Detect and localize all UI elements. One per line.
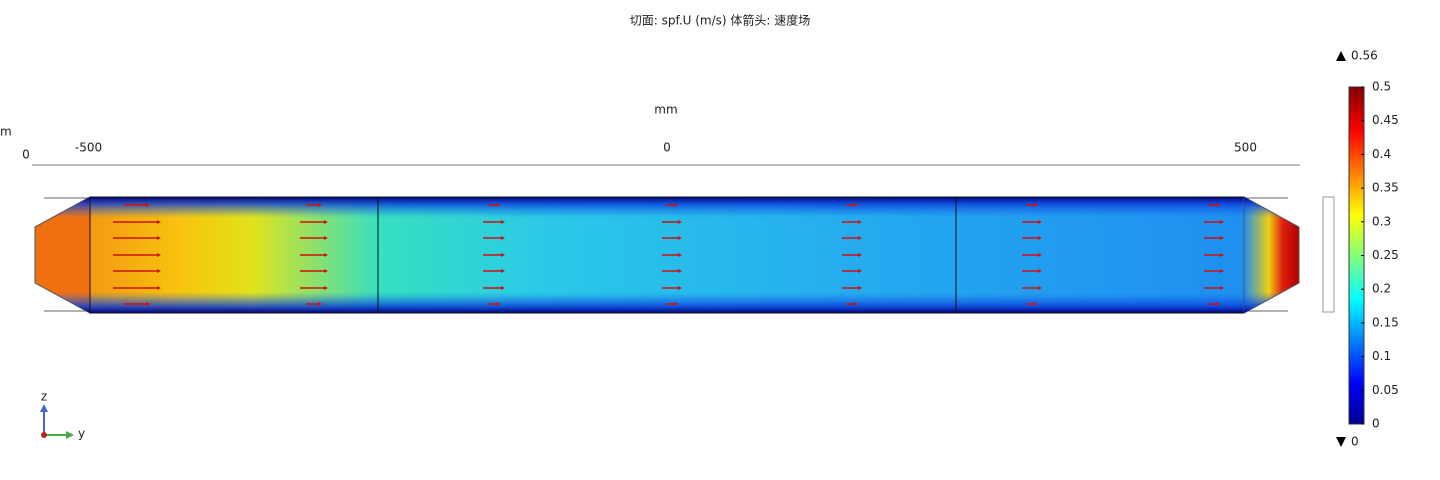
velocity-arrowhead	[324, 269, 328, 273]
velocity-arrowhead	[324, 236, 328, 240]
velocity-arrowhead	[501, 269, 505, 273]
axis-tick-label: 0	[663, 141, 671, 155]
velocity-arrowhead	[858, 269, 862, 273]
velocity-arrowhead	[1220, 236, 1224, 240]
axis-tick-label: -500	[75, 141, 102, 155]
velocity-arrowhead	[858, 253, 862, 257]
velocity-arrowhead	[1038, 286, 1042, 290]
velocity-arrowhead	[858, 220, 862, 224]
y-arrowhead	[66, 431, 74, 439]
colorbar-tick-label: 0.15	[1372, 315, 1399, 329]
velocity-arrowhead	[318, 203, 322, 207]
velocity-arrowhead	[496, 302, 501, 306]
colorbar-min: 0	[1351, 435, 1359, 449]
velocity-arrowhead	[496, 203, 501, 207]
velocity-arrowhead	[854, 203, 858, 207]
velocity-arrowhead	[501, 220, 505, 224]
velocity-arrowhead	[157, 253, 161, 257]
min-marker	[1336, 437, 1346, 447]
velocity-arrowhead	[324, 220, 328, 224]
velocity-arrowhead	[1034, 302, 1038, 306]
colorbar-tick-label: 0.5	[1372, 80, 1391, 94]
colorbar-max: 0.56	[1351, 49, 1378, 63]
velocity-arrowhead	[674, 302, 678, 306]
x-dot	[41, 432, 47, 438]
outlet-cone-shade	[1244, 197, 1299, 313]
velocity-arrowhead	[678, 269, 682, 273]
velocity-arrowhead	[854, 302, 858, 306]
velocity-arrowhead	[318, 302, 322, 306]
colorbar-tick-label: 0.35	[1372, 181, 1399, 195]
velocity-arrowhead	[501, 286, 505, 290]
colorbar-tick-label: 0.45	[1372, 113, 1399, 127]
max-marker	[1336, 51, 1346, 61]
velocity-arrowhead	[324, 253, 328, 257]
side-view	[1322, 196, 1335, 313]
velocity-arrowhead	[678, 220, 682, 224]
axis-unit: mm	[654, 103, 677, 117]
axis-tick-label: 500	[1234, 141, 1257, 155]
velocity-arrowhead	[858, 286, 862, 290]
colorbar-tick-label: 0.25	[1372, 248, 1399, 262]
colorbar-tick-label: 0.3	[1372, 214, 1391, 228]
velocity-arrowhead	[157, 269, 161, 273]
velocity-arrowhead	[157, 286, 161, 290]
velocity-arrowhead	[146, 302, 150, 306]
z-arrowhead	[40, 404, 48, 412]
colorbar-tick-label: 0.1	[1372, 349, 1391, 363]
velocity-arrowhead	[1038, 253, 1042, 257]
velocity-arrowhead	[1038, 269, 1042, 273]
colorbar-tick-label: 0.05	[1372, 383, 1399, 397]
velocity-arrowhead	[674, 203, 678, 207]
velocity-arrowhead	[501, 236, 505, 240]
velocity-arrowhead	[1216, 302, 1220, 306]
velocity-arrowhead	[678, 236, 682, 240]
velocity-arrowhead	[1038, 236, 1042, 240]
colorbar-tick-label: 0	[1372, 417, 1380, 431]
velocity-arrowhead	[501, 253, 505, 257]
velocity-arrowhead	[678, 286, 682, 290]
velocity-arrowhead	[858, 236, 862, 240]
left-axis-unit: m	[0, 125, 12, 139]
velocity-arrowhead	[157, 220, 161, 224]
plot-title: 切面: spf.U (m/s) 体箭头: 速度场	[630, 13, 811, 28]
velocity-arrowhead	[1034, 203, 1038, 207]
left-axis-tick: 0	[22, 148, 30, 162]
triad-z: z	[41, 390, 47, 404]
colorbar-tick-label: 0.4	[1372, 147, 1391, 161]
velocity-arrowhead	[678, 253, 682, 257]
velocity-arrowhead	[1038, 220, 1042, 224]
velocity-arrowhead	[324, 286, 328, 290]
velocity-arrowhead	[1220, 286, 1224, 290]
inlet-cone-shade	[35, 197, 90, 313]
velocity-arrowhead	[1216, 203, 1220, 207]
velocity-arrowhead	[157, 236, 161, 240]
velocity-arrowhead	[1220, 253, 1224, 257]
colorbar-tick-label: 0.2	[1372, 282, 1391, 296]
velocity-arrowhead	[1220, 269, 1224, 273]
velocity-arrowhead	[1220, 220, 1224, 224]
velocity-arrowhead	[146, 203, 150, 207]
triad-y: y	[78, 427, 85, 441]
